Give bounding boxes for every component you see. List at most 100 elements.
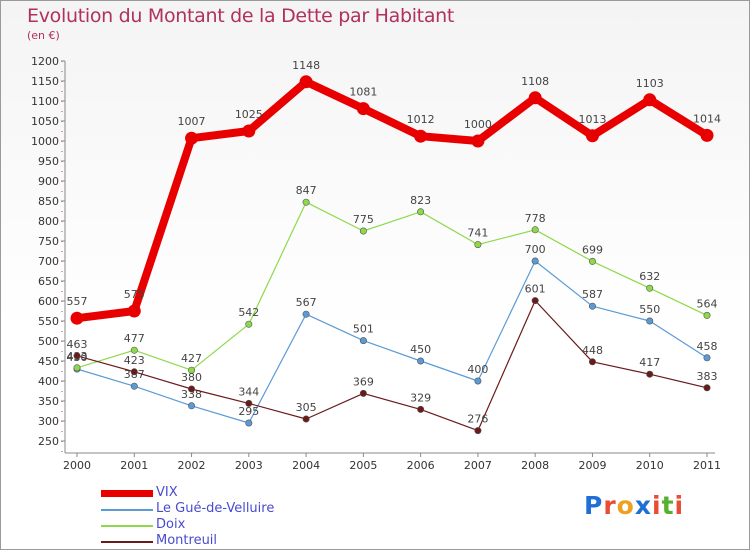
data-label-doix: 741 [467,227,488,240]
data-label-vix: 557 [67,295,88,308]
data-point-montreuil [703,384,711,392]
data-label-montreuil: 423 [124,354,145,367]
data-point-le-gu-de-velluire [474,377,482,385]
x-tick-label: 2008 [521,459,549,472]
logo-letter: i [674,491,685,520]
data-point-montreuil [73,352,81,360]
data-point-doix [646,284,654,292]
data-label-doix: 477 [124,332,145,345]
data-label-le-gu-de-velluire: 400 [467,363,488,376]
y-tick-label: 700 [38,255,59,268]
y-tick-label: 1050 [31,115,59,128]
x-tick-label: 2002 [178,459,206,472]
data-point-vix [127,304,141,318]
y-tick-label: 600 [38,295,59,308]
x-tick-label: 2009 [578,459,606,472]
legend-label-doix: Doix [156,517,186,532]
data-label-le-gu-de-velluire: 567 [296,296,317,309]
data-label-montreuil: 305 [296,401,317,414]
y-tick-label: 250 [38,435,59,448]
data-point-montreuil [588,358,596,366]
y-tick-label: 850 [38,195,59,208]
chart-title: Evolution du Montant de la Dette par Hab… [27,5,455,27]
logo-letter: i [652,491,662,520]
data-point-vix [471,134,485,148]
data-point-le-gu-de-velluire [417,357,425,365]
logo-letter: x [634,491,652,520]
data-label-doix: 542 [238,306,259,319]
data-label-doix: 847 [296,184,317,197]
data-label-montreuil: 463 [67,338,88,351]
data-point-le-gu-de-velluire [245,419,253,427]
data-point-montreuil [188,385,196,393]
data-label-le-gu-de-velluire: 587 [582,288,603,301]
data-label-doix: 564 [697,297,718,310]
y-tick-label: 300 [38,415,59,428]
data-label-le-gu-de-velluire: 550 [639,303,660,316]
data-point-vix [242,124,256,138]
data-point-doix [130,346,138,354]
y-tick-label: 900 [38,175,59,188]
data-point-vix [585,129,599,143]
legend-swatch-le-gue-de-velluire [101,509,153,511]
data-label-montreuil: 276 [467,413,488,426]
logo-letter: t [661,491,675,520]
logo-letter: r [603,491,617,520]
data-label-doix: 775 [353,213,374,226]
x-tick-label: 2006 [407,459,435,472]
chart-subtitle: (en €) [27,29,60,42]
data-point-vix [185,131,199,145]
data-label-montreuil: 383 [697,370,718,383]
data-point-doix [588,257,596,265]
legend-label-le-gue-de-velluire: Le Gué-de-Velluire [156,501,275,516]
data-point-vix [528,91,542,105]
data-point-le-gu-de-velluire [703,354,711,362]
legend-label-montreuil: Montreuil [156,533,218,548]
x-tick-label: 2010 [636,459,664,472]
data-point-le-gu-de-velluire [531,257,539,265]
data-label-vix: 1000 [464,118,492,131]
data-label-le-gu-de-velluire: 295 [238,405,259,418]
logo-letter: P [584,491,604,520]
data-point-doix [474,241,482,249]
data-point-vix [700,128,714,142]
data-point-doix [531,226,539,234]
data-point-vix [414,129,428,143]
x-tick-label: 2000 [63,459,91,472]
data-point-doix [73,364,81,372]
data-label-montreuil: 601 [525,283,546,296]
data-label-le-gu-de-velluire: 450 [410,343,431,356]
data-label-vix: 1103 [636,77,664,90]
data-point-doix [359,227,367,235]
series-line-vix [73,77,711,323]
y-tick-label: 1200 [31,55,59,68]
y-tick-label: 550 [38,315,59,328]
data-point-montreuil [130,368,138,376]
y-tick-label: 750 [38,235,59,248]
legend-swatch-doix [101,525,153,527]
x-tick-label: 2004 [292,459,320,472]
data-label-montreuil: 344 [238,385,259,398]
data-point-le-gu-de-velluire [588,302,596,310]
y-tick-label: 350 [38,395,59,408]
y-tick-label: 1100 [31,95,59,108]
data-point-montreuil [359,389,367,397]
y-tick-label: 800 [38,215,59,228]
legend-label-vix: VIX [156,485,178,500]
data-point-montreuil [417,405,425,413]
data-point-vix [299,75,313,89]
data-point-le-gu-de-velluire [130,382,138,390]
x-tick-label: 2001 [120,459,148,472]
data-point-le-gu-de-velluire [188,402,196,410]
data-label-doix: 427 [181,352,202,365]
data-label-doix: 632 [639,270,660,283]
data-label-vix: 1007 [178,115,206,128]
data-label-vix: 1148 [292,59,320,72]
data-point-montreuil [245,399,253,407]
data-label-vix: 1108 [521,75,549,88]
data-label-vix: 1025 [235,108,263,121]
y-tick-label: 450 [38,355,59,368]
series-line-montreuil [76,300,708,432]
